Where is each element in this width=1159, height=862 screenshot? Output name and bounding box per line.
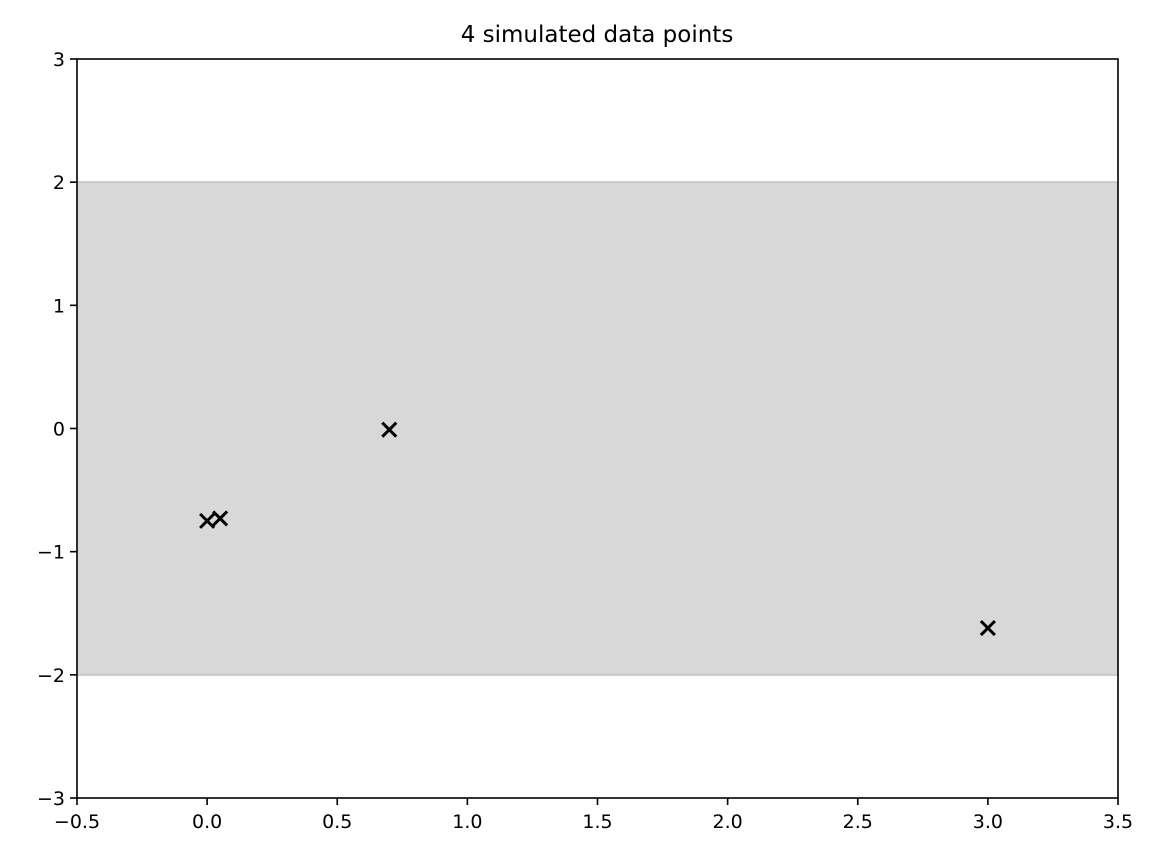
x-tick-label: 0.5 [322,811,352,833]
x-tick-label: 0.0 [192,811,222,833]
chart-title: 4 simulated data points [461,22,734,48]
data-point-marker [381,421,398,438]
x-tick-label: 3.0 [973,811,1003,833]
y-tick-label: −2 [37,665,65,687]
x-tick-label: 1.5 [582,811,612,833]
shaded-band [77,182,1118,675]
y-tick-label: 3 [53,49,65,71]
y-tick-label: 0 [53,419,65,441]
data-point-marker [199,512,216,529]
x-tick-label: 3.5 [1103,811,1133,833]
plot-area: −0.5 0.0 0.5 1.0 1.5 2.0 2.5 3.0 3.5 −3 −2 −1 0 1 2 3 [37,49,1133,833]
x-tick-label: −0.5 [54,811,100,833]
data-point-marker [979,619,996,637]
x-tick-label: 2.5 [843,811,873,833]
x-tick-label: 1.0 [452,811,482,833]
y-tick-label: 1 [53,295,65,317]
data-point-marker [212,510,229,527]
y-tick-label: −1 [37,542,65,564]
x-tick-label: 2.0 [713,811,743,833]
y-tick-label: 2 [53,172,65,194]
y-tick-label: −3 [37,788,65,810]
